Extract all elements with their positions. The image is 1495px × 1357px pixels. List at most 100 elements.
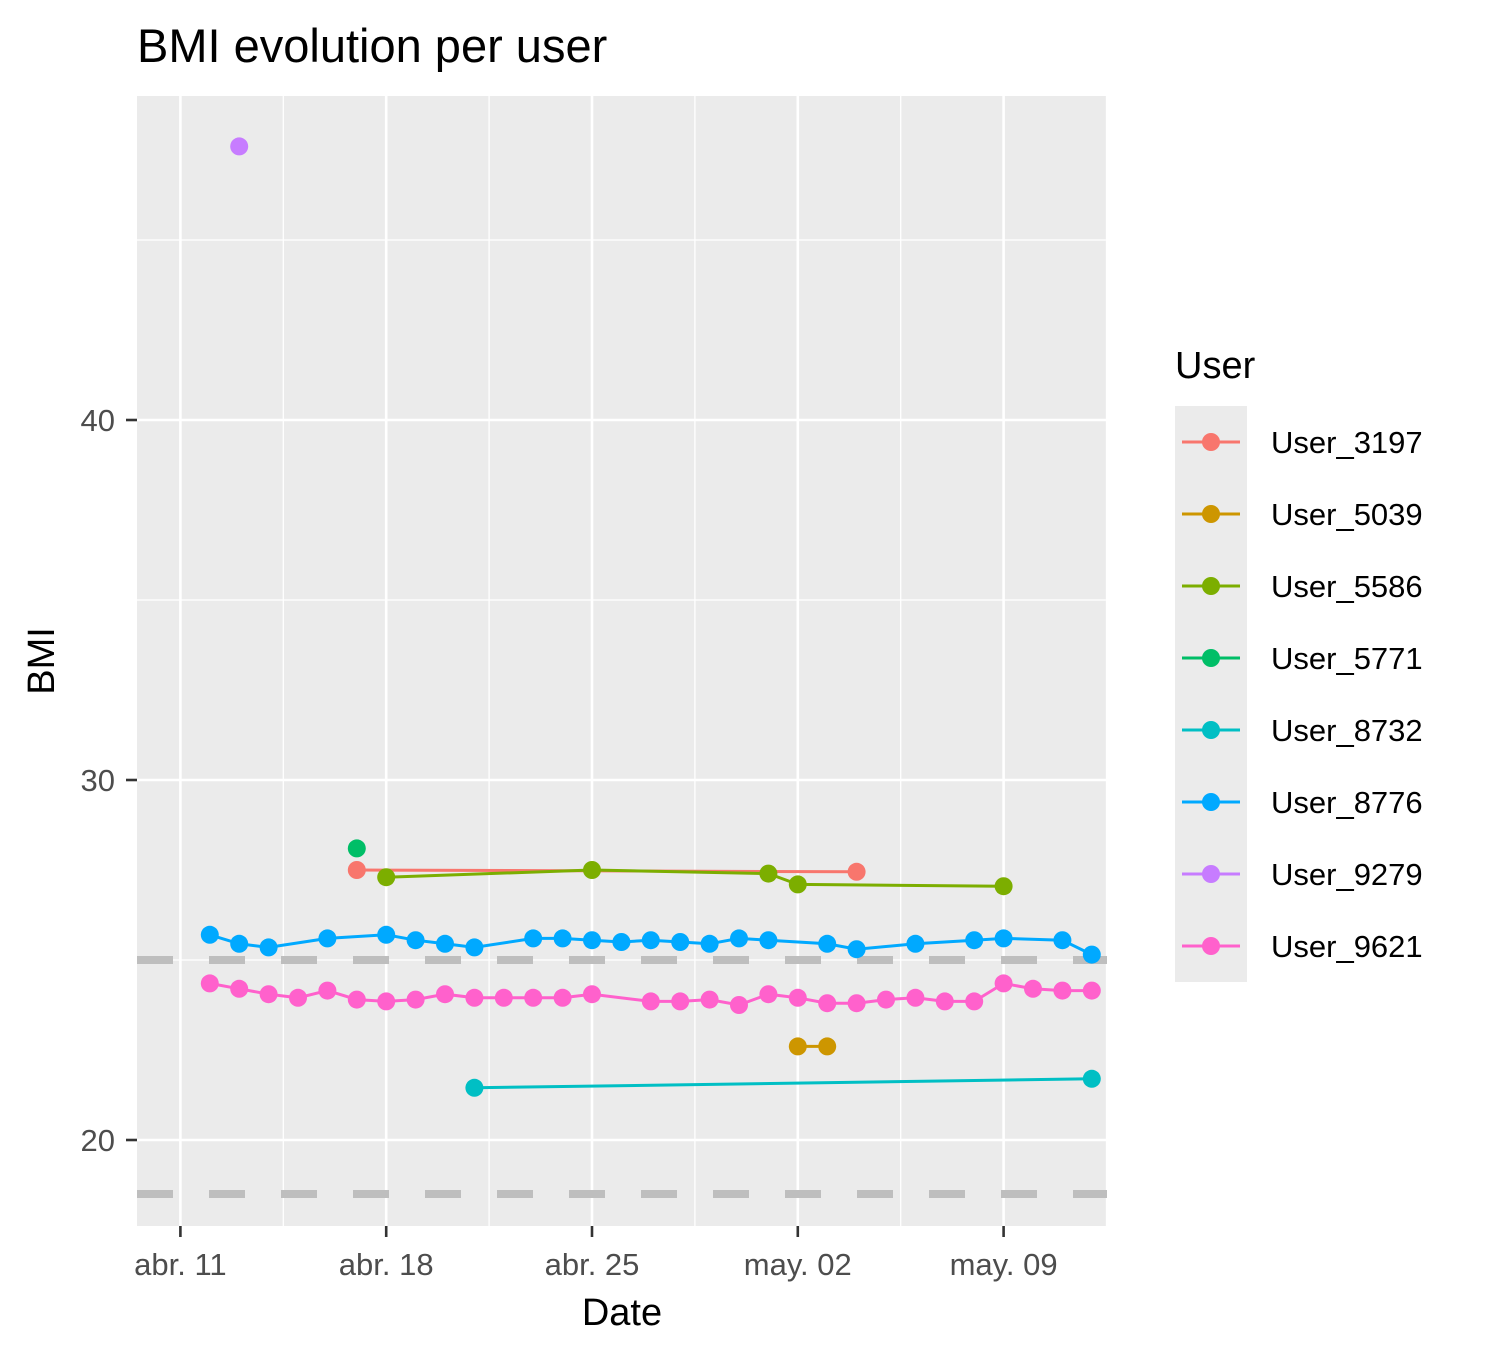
legend: User_3197 User_5039 User_5586 User_5771 User… <box>1182 425 1423 964</box>
data-point-user_9621 <box>906 988 925 1007</box>
data-point-user_8776 <box>759 931 778 950</box>
data-point-user_5039 <box>788 1037 807 1056</box>
y-axis: 20 30 40 <box>81 403 137 1158</box>
data-point-user_8776 <box>1053 931 1072 950</box>
data-point-user_9621 <box>200 974 219 993</box>
y-tick-label: 20 <box>81 1123 115 1158</box>
legend-label: User_3197 <box>1271 425 1423 460</box>
legend-label: User_5586 <box>1271 569 1423 604</box>
data-point-user_9621 <box>965 992 984 1011</box>
x-tick-label: may. 02 <box>744 1247 852 1282</box>
data-point-user_8776 <box>641 931 660 950</box>
data-point-user_8776 <box>612 933 631 951</box>
data-point-user_8776 <box>406 931 425 950</box>
legend-label: User_9279 <box>1271 857 1423 892</box>
data-point-user_9621 <box>1082 981 1101 1000</box>
data-point-user_5586 <box>759 864 778 883</box>
data-point-user_9621 <box>1024 979 1042 998</box>
data-point-user_9621 <box>1053 981 1072 1000</box>
data-point-user_8776 <box>994 929 1013 948</box>
plot-panel <box>137 96 1107 1226</box>
data-point-user_9621 <box>641 992 660 1011</box>
data-point-user_9621 <box>406 990 425 1009</box>
data-point-user_5586 <box>788 875 807 894</box>
data-point-user_9621 <box>553 988 572 1007</box>
data-point-user_8732 <box>465 1078 484 1097</box>
data-point-user_8776 <box>1082 945 1101 964</box>
legend-key-point <box>1202 577 1220 595</box>
data-point-user_9621 <box>700 990 719 1009</box>
data-point-user_8732 <box>1082 1069 1101 1088</box>
x-tick-label: abr. 11 <box>134 1247 227 1282</box>
data-point-user_5586 <box>994 877 1013 896</box>
legend-label: User_8776 <box>1271 785 1423 820</box>
data-point-user_9621 <box>877 990 895 1009</box>
data-point-user_8776 <box>318 929 337 948</box>
data-point-user_9621 <box>847 994 866 1013</box>
data-point-user_9621 <box>730 996 748 1014</box>
legend-key-point <box>1202 649 1220 667</box>
data-point-user_8776 <box>847 940 866 959</box>
legend-key-point <box>1202 505 1220 523</box>
data-point-user_9621 <box>583 985 601 1004</box>
data-point-user_9621 <box>259 985 278 1004</box>
data-point-user_8776 <box>259 938 278 957</box>
x-axis-title: Date <box>582 1292 662 1334</box>
data-point-user_8776 <box>524 929 543 948</box>
data-point-user_9621 <box>289 988 307 1007</box>
minor-gridlines <box>137 96 1108 1226</box>
data-point-user_8776 <box>436 934 454 953</box>
reference-lines <box>137 956 1107 1198</box>
data-point-user_8776 <box>906 934 925 953</box>
data-point-user_5039 <box>818 1037 837 1056</box>
data-point-user_3197 <box>347 861 366 879</box>
data-point-user_9621 <box>377 992 396 1011</box>
data-point-user_9621 <box>347 990 366 1009</box>
legend-key-point <box>1202 937 1220 955</box>
legend-label: User_5039 <box>1271 497 1423 532</box>
data-point-user_9621 <box>494 988 513 1007</box>
data-point-user_9621 <box>788 988 807 1007</box>
legend-key-point <box>1202 793 1220 811</box>
data-point-user_9621 <box>935 992 954 1011</box>
data-point-user_8776 <box>230 934 249 953</box>
x-axis: abr. 11 abr. 18 abr. 25 may. 02 may. 09 <box>134 1226 1058 1282</box>
data-point-user_3197 <box>847 862 866 881</box>
series-line-user_8732 <box>474 1077 1092 1090</box>
legend-key-point <box>1202 865 1220 883</box>
data-point-user_8776 <box>553 929 572 948</box>
y-tick-label: 30 <box>81 763 115 798</box>
data-point-user_8776 <box>583 931 601 950</box>
data-point-user_9621 <box>436 985 454 1004</box>
data-point-user_8776 <box>730 929 748 948</box>
data-point-user_9279 <box>230 137 249 156</box>
data-point-user_8776 <box>671 933 690 951</box>
chart-title: BMI evolution per user <box>137 19 607 72</box>
legend-key-background <box>1175 406 1247 982</box>
data-point-user_9621 <box>671 992 690 1011</box>
data-point-user_5771 <box>347 839 366 858</box>
x-tick-label: abr. 25 <box>545 1247 640 1282</box>
data-point-user_5586 <box>377 868 396 887</box>
data-point-user_8776 <box>965 931 984 950</box>
legend-label: User_9621 <box>1271 929 1423 964</box>
data-point-user_8776 <box>700 934 719 953</box>
legend-key-point <box>1202 433 1220 451</box>
data-point-user_8776 <box>818 934 837 953</box>
data-point-user_9621 <box>230 979 249 998</box>
data-point-user_9621 <box>524 988 543 1007</box>
series-line-user_8776 <box>209 933 1093 956</box>
y-tick-label: 40 <box>81 403 115 438</box>
data-point-user_8776 <box>465 938 484 957</box>
data-point-user_5586 <box>583 861 601 879</box>
y-axis-title: BMI <box>21 627 63 695</box>
data-point-user_9621 <box>465 988 484 1007</box>
data-point-user_9621 <box>759 985 778 1004</box>
data-point-user_9621 <box>994 974 1013 993</box>
legend-label: User_8732 <box>1271 713 1423 748</box>
data-point-user_9621 <box>818 994 837 1013</box>
data-point-user_9621 <box>318 981 337 1000</box>
legend-label: User_5771 <box>1271 641 1423 676</box>
x-tick-label: may. 09 <box>950 1247 1058 1282</box>
